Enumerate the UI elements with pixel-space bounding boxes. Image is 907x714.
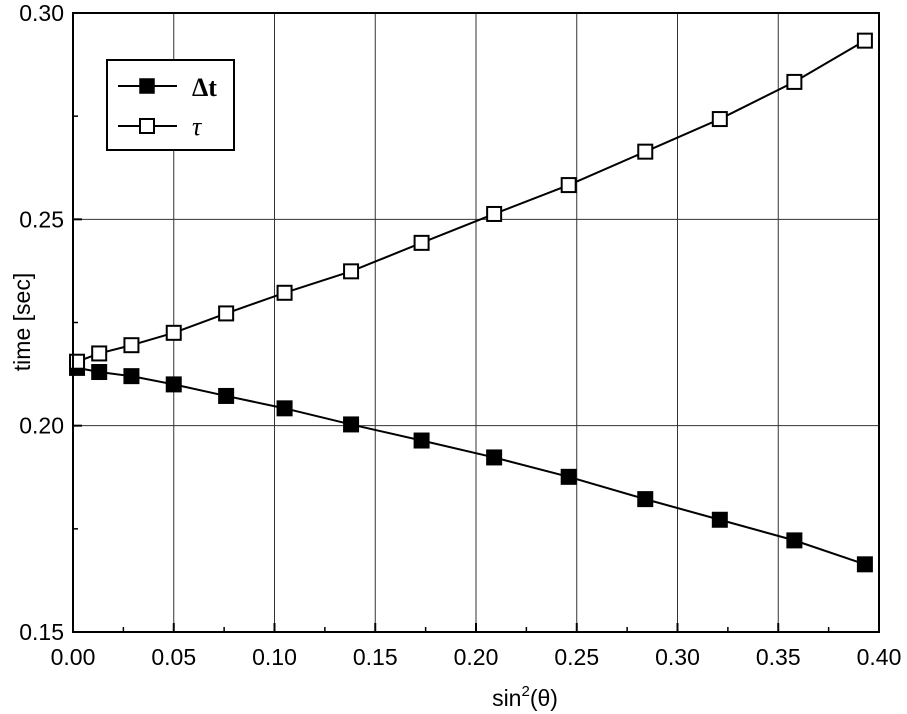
x-tick-label: 0.40 [857, 644, 902, 670]
y-tick-label: 0.20 [19, 413, 64, 439]
data-point-filled-square [413, 432, 430, 449]
data-point-open-square [560, 177, 577, 194]
data-point-filled-square [856, 556, 873, 573]
legend-box [106, 59, 235, 151]
data-point-open-square [165, 324, 182, 341]
legend-entry-delta-t: Δt [118, 73, 217, 102]
series-delta-t [69, 359, 873, 573]
x-tick-label: 0.00 [51, 644, 96, 670]
x-tick-label: 0.25 [554, 644, 599, 670]
data-point-filled-square [343, 416, 360, 433]
x-axis-title-sup: 2 [521, 683, 529, 700]
data-point-open-square [343, 263, 360, 280]
legend-label-tau: τ [192, 112, 203, 141]
legend-entry-tau: τ [118, 112, 203, 141]
data-point-filled-square [711, 511, 728, 528]
data-point-filled-square [91, 364, 108, 381]
data-point-open-square [276, 284, 293, 301]
y-tick-label: 0.15 [19, 619, 64, 645]
data-point-filled-square [637, 491, 654, 508]
x-axis-title-arg: (θ) [530, 685, 558, 711]
data-point-filled-square [218, 387, 235, 404]
data-point-open-square [218, 305, 235, 322]
x-tick-label: 0.10 [252, 644, 297, 670]
series-line [76, 366, 866, 566]
x-tick-label: 0.30 [655, 644, 700, 670]
data-point-filled-square [486, 449, 503, 466]
y-axis-title: time [sec] [9, 273, 35, 371]
data-point-open-square [856, 32, 873, 49]
x-axis-title: sin2(θ) [492, 683, 558, 711]
data-point-filled-square [123, 368, 140, 385]
legend-marker-open-square [139, 118, 155, 134]
x-tick-label: 0.20 [454, 644, 499, 670]
series-tau [69, 32, 873, 370]
x-tick-label: 0.35 [756, 644, 801, 670]
data-point-open-square [123, 337, 140, 354]
y-tick-label: 0.25 [19, 206, 64, 232]
data-point-open-square [711, 111, 728, 128]
data-point-filled-square [786, 532, 803, 549]
data-point-open-square [91, 345, 108, 362]
x-axis-title-base: sin [492, 685, 521, 711]
data-point-filled-square [276, 400, 293, 417]
legend-marker-filled-square [139, 78, 155, 94]
y-tick-label: 0.30 [19, 0, 64, 26]
data-point-open-square [637, 143, 654, 160]
data-point-open-square [786, 73, 803, 90]
data-point-open-square [413, 234, 430, 251]
x-tick-label: 0.15 [353, 644, 398, 670]
grid-lines [73, 13, 879, 632]
axis-ticks: 0.00 0.05 0.10 0.15 0.20 0.25 0.30 0.35 0.40 0.15… [19, 0, 901, 670]
x-tick-label: 0.05 [151, 644, 196, 670]
data-point-open-square [486, 205, 503, 222]
data-point-filled-square [165, 376, 182, 393]
data-point-filled-square [560, 468, 577, 485]
legend-label-delta-t: Δt [192, 73, 217, 102]
legend: Δt τ [106, 59, 235, 151]
